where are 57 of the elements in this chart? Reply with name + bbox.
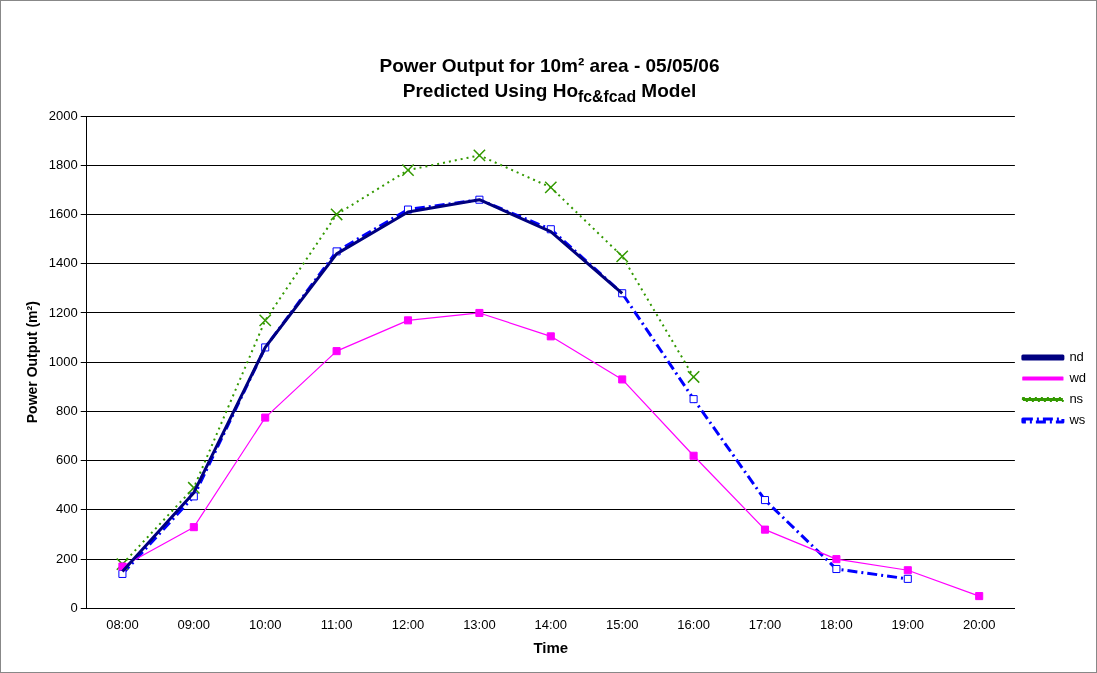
point	[116, 557, 129, 571]
point	[189, 523, 198, 532]
point	[615, 249, 629, 263]
y-tick-label: 0	[70, 599, 78, 615]
legend-label: nd	[1069, 349, 1084, 365]
point	[544, 180, 558, 194]
x-tick-label: 18:00	[820, 616, 853, 632]
y-tick-label: 1400	[48, 255, 78, 271]
point	[689, 451, 698, 460]
x-tick-label: 12:00	[391, 616, 425, 632]
x-tick-label: 14:00	[534, 616, 568, 632]
x-tick-label: 13:00	[463, 616, 496, 632]
point	[689, 395, 698, 404]
y-tick-label: 1000	[48, 353, 78, 369]
point	[475, 308, 484, 317]
chart-subtitle: Predicted Using Ho$_{fc&fcad}$ Model	[401, 79, 698, 107]
point	[403, 316, 413, 325]
legend-label: ws	[1068, 412, 1086, 428]
point	[832, 555, 841, 564]
y-tick-label: 800	[56, 403, 78, 419]
point	[258, 313, 272, 327]
y-tick-label: 1200	[48, 304, 78, 320]
point	[760, 525, 770, 534]
x-tick-label: 15:00	[605, 616, 639, 632]
point	[546, 332, 555, 341]
point	[473, 148, 486, 162]
point	[903, 574, 912, 583]
point	[975, 592, 984, 601]
y-tick-label: 2000	[48, 107, 78, 123]
x-tick-label: 20:00	[962, 616, 996, 632]
point	[832, 564, 841, 574]
point	[903, 566, 912, 575]
point	[261, 413, 270, 422]
x-tick-label: 09:00	[177, 616, 211, 632]
y-axis-title: Power Output (m²)	[24, 301, 41, 424]
x-tick-label: 10:00	[248, 616, 282, 632]
point	[760, 496, 770, 505]
x-axis-title: Time	[533, 639, 569, 657]
x-tick-label: 08:00	[106, 616, 139, 632]
y-tick-label: 1800	[48, 156, 78, 172]
x-tick-label: 19:00	[891, 616, 925, 632]
y-tick-label: 200	[56, 550, 78, 566]
point	[618, 375, 627, 384]
x-tick-label: 11:00	[320, 616, 353, 632]
x-tick-label: 16:00	[677, 616, 710, 632]
y-tick-label: 400	[56, 501, 78, 517]
legend-label: ns	[1069, 391, 1084, 407]
legend-label: wd	[1068, 370, 1087, 386]
chart-title: Power Output for 10m² area - 05/05/06	[378, 54, 721, 78]
y-tick-label: 600	[56, 452, 78, 468]
point	[401, 163, 415, 177]
point	[187, 481, 201, 495]
point	[332, 347, 341, 356]
x-tick-label: 17:00	[748, 616, 782, 632]
point	[330, 208, 344, 221]
y-tick-label: 1600	[48, 206, 78, 222]
point	[687, 370, 700, 384]
